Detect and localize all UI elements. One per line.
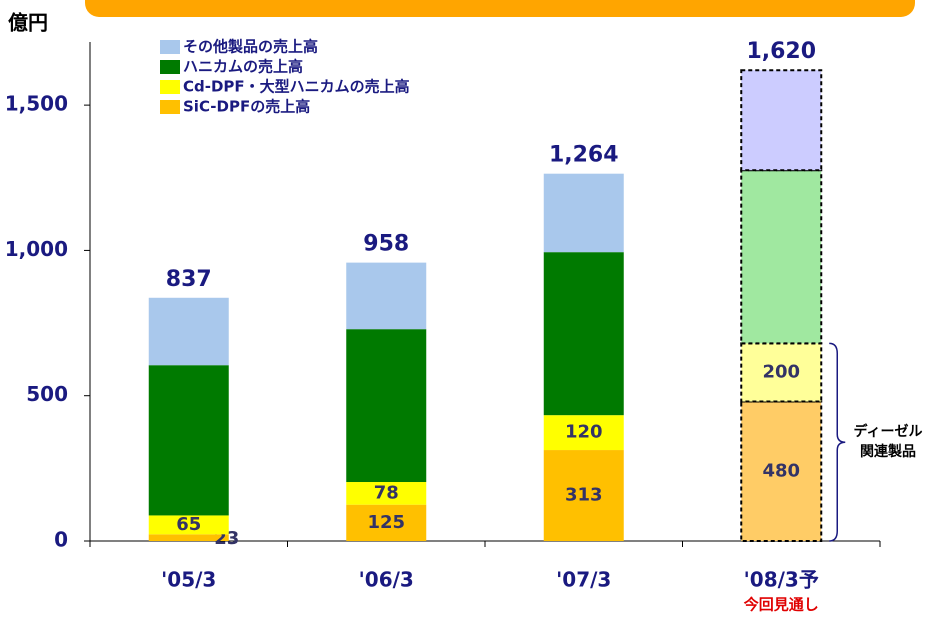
bar-segment — [543, 252, 624, 416]
total-label: 837 — [166, 267, 212, 292]
data-label: 480 — [762, 460, 800, 481]
bar-segment — [346, 482, 427, 505]
legend-swatch — [160, 80, 180, 94]
bar-segment — [346, 262, 427, 330]
x-tick-label: '05/3 — [161, 568, 216, 592]
x-tick-label: '08/3予 — [744, 568, 819, 592]
data-label: 78 — [374, 482, 399, 503]
bar-segment — [543, 450, 624, 541]
total-label: 958 — [363, 232, 409, 257]
bar-segment — [346, 329, 427, 483]
y-tick-label: 0 — [54, 528, 68, 552]
data-label: 313 — [565, 485, 603, 506]
legend-swatch — [160, 60, 180, 74]
legend-label: ハニカムの売上高 — [183, 58, 303, 76]
y-tick-label: 1,000 — [5, 237, 68, 261]
total-label: 1,264 — [549, 143, 619, 168]
y-axis-label: 億円 — [8, 11, 48, 35]
bar-segment — [740, 169, 823, 345]
legend-label: Cd-DPF・大型ハニカムの売上高 — [183, 78, 410, 96]
total-label: 1,620 — [746, 39, 816, 64]
bar-segment — [148, 534, 229, 541]
category-note: 今回見通し — [743, 596, 819, 614]
bar-segment — [740, 342, 823, 403]
bar-segment — [346, 504, 427, 541]
legend-swatch — [160, 100, 180, 114]
y-tick-label: 500 — [26, 382, 68, 406]
legend-label: SiC-DPFの売上高 — [183, 98, 310, 116]
data-label: 120 — [565, 422, 603, 443]
brace — [829, 342, 846, 542]
bar-segment — [543, 415, 624, 451]
annotation: ディーゼル関連製品 — [853, 423, 922, 460]
data-label: 125 — [367, 512, 405, 533]
bar-segment — [740, 69, 823, 172]
bar-segment — [148, 365, 229, 516]
title-banner — [85, 0, 915, 17]
legend-label: その他製品の売上高 — [183, 38, 318, 56]
x-tick-label: '07/3 — [556, 568, 611, 592]
bar-segment — [148, 297, 229, 366]
x-tick-label: '06/3 — [359, 568, 414, 592]
data-label: 65 — [176, 514, 201, 535]
bar-segment — [740, 400, 823, 542]
legend-swatch — [160, 40, 180, 54]
bar-segment — [543, 173, 624, 253]
bar-segment — [148, 515, 229, 535]
y-tick-label: 1,500 — [5, 92, 68, 116]
data-label: 200 — [762, 361, 800, 382]
